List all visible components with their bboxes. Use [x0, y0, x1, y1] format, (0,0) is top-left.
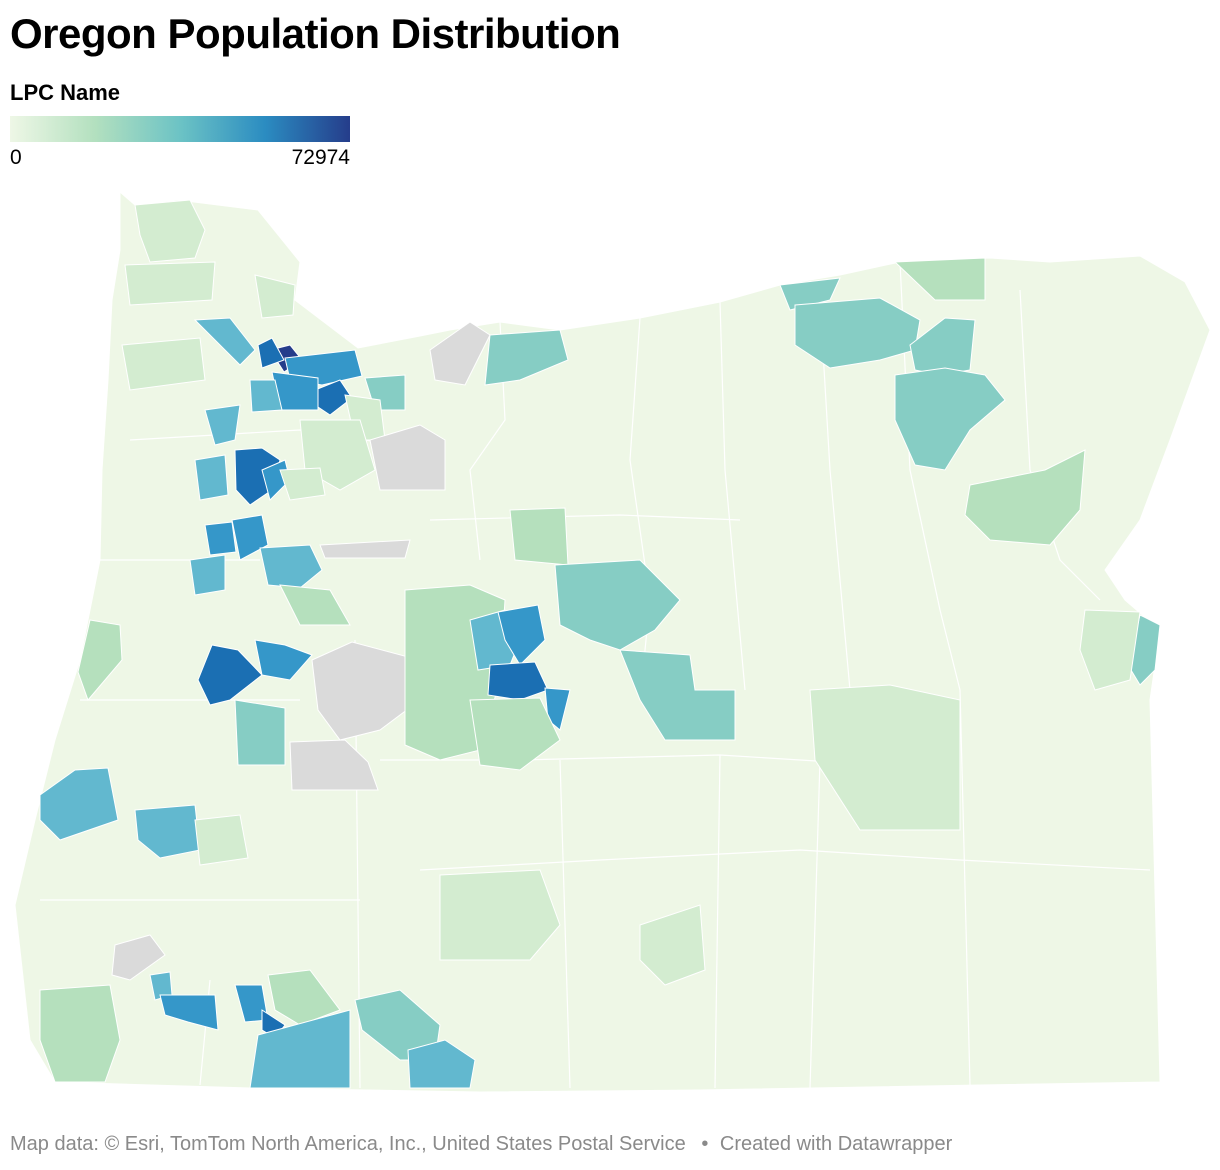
zip-region [204, 404, 241, 446]
zip-region [194, 454, 229, 501]
zip-region [469, 697, 561, 771]
zip-region [111, 934, 166, 981]
zip-region [484, 329, 569, 386]
zip-region [194, 814, 249, 866]
zip-region [289, 739, 379, 791]
zip-region [39, 984, 121, 1083]
zip-region [134, 804, 201, 859]
zip-region [964, 449, 1086, 546]
zip-region [249, 1009, 351, 1089]
zip-region [894, 367, 1006, 471]
zip-region [204, 521, 237, 556]
zip-region [257, 337, 285, 369]
zip-region [249, 379, 283, 413]
zip-region [544, 687, 571, 731]
oregon-choropleth-map [14, 190, 1211, 1093]
zip-region [1079, 609, 1141, 691]
legend-scale: 0 72974 [10, 146, 350, 170]
zip-region [77, 619, 123, 701]
data-source-credit: Map data: © Esri, TomTom North America, … [10, 1133, 686, 1155]
map-title: Oregon Population Distribution [10, 10, 621, 57]
map-footer: Map data: © Esri, TomTom North America, … [10, 1133, 952, 1156]
zip-region [407, 1039, 476, 1089]
zip-region [319, 539, 411, 559]
legend-gradient-bar [10, 116, 350, 142]
zip-region [794, 297, 921, 369]
zip-region [439, 869, 561, 961]
zip-region [231, 514, 269, 561]
legend-max-label: 72974 [291, 146, 350, 169]
zip-region [193, 317, 256, 366]
legend-min-label: 0 [10, 146, 22, 169]
zip-regions [39, 199, 1161, 1089]
footer-separator: • [701, 1133, 709, 1155]
zip-region [497, 604, 546, 666]
legend-title: LPC Name [10, 80, 121, 105]
zip-region [509, 507, 569, 566]
zip-region [893, 257, 986, 301]
zip-region [121, 337, 206, 391]
zip-region [639, 904, 706, 986]
zip-region [134, 199, 206, 263]
zip-region [159, 994, 219, 1031]
zip-region [254, 274, 296, 319]
zip-region [189, 554, 226, 596]
zip-region [809, 684, 961, 831]
color-legend: LPC Name 0 72974 [10, 80, 350, 170]
zip-region [267, 969, 341, 1026]
zip-region [124, 261, 216, 306]
datawrapper-credit: Created with Datawrapper [719, 1133, 953, 1155]
zip-region [369, 424, 446, 491]
zip-region [279, 467, 326, 501]
zip-region [254, 639, 313, 681]
zip-region [234, 699, 286, 766]
zip-region [429, 321, 491, 386]
zip-region [39, 767, 119, 841]
zip-region [619, 649, 736, 741]
zip-region [909, 317, 976, 376]
zip-region [779, 277, 841, 311]
zip-region [554, 559, 681, 651]
zip-region [259, 544, 323, 589]
zip-region [279, 584, 351, 626]
zip-region [487, 661, 549, 701]
zip-region [311, 641, 421, 741]
